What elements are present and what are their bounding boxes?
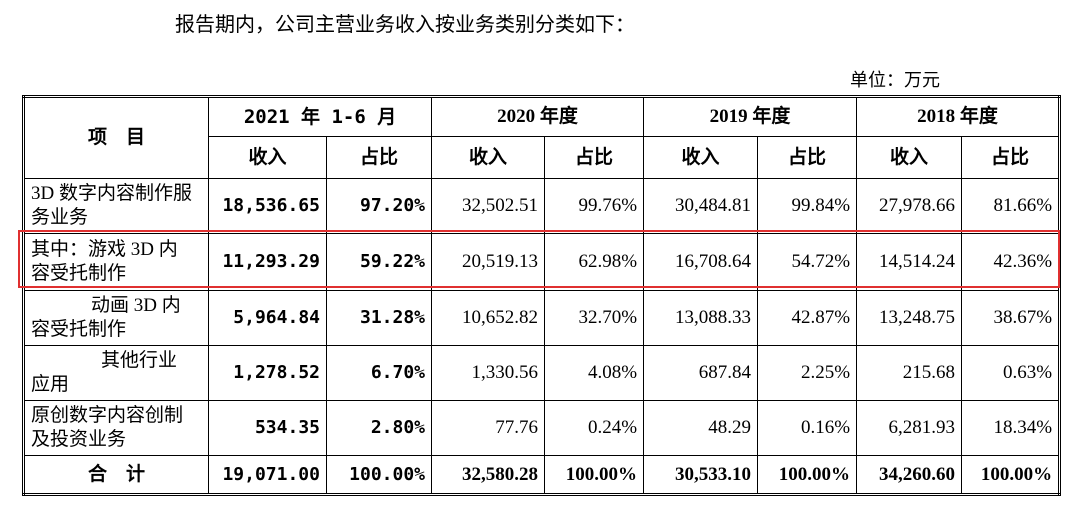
- data-row: 3D 数字内容制作服务业务 18,536.65 97.20% 32,502.51 99.…: [23, 178, 1061, 234]
- period-header: 2019 年度: [643, 96, 858, 137]
- revenue-table: 项 目 2021 年 1-6 月 2020 年度 2019 年度 2018 年度 收入 占比…: [22, 95, 1062, 496]
- cell-value: 100.00%: [961, 455, 1061, 495]
- sub-header: 收入: [643, 136, 759, 179]
- cell-value: 30,533.10: [643, 455, 759, 495]
- cell-value: 18,536.65: [208, 178, 327, 234]
- cell-value: 42.36%: [961, 233, 1061, 291]
- subheader-row: 收入 占比 收入 占比 收入 占比 收入 占比: [24, 136, 1061, 179]
- data-row: 其他行业应用 1,278.52 6.70% 1,330.56 4.08% 687.84 2.…: [23, 345, 1061, 401]
- cell-value: 10,652.82: [431, 290, 546, 346]
- cell-value: 32.70%: [544, 290, 645, 346]
- cell-value: 687.84: [643, 345, 759, 401]
- cell-value: 27,978.66: [856, 178, 963, 234]
- period-header: 2020 年度: [431, 96, 645, 137]
- sub-header: 占比: [325, 136, 433, 179]
- period-header: 2021 年 1-6 月: [207, 96, 433, 137]
- sub-header: 占比: [544, 136, 645, 179]
- period-header: 2018 年度: [856, 96, 1061, 137]
- cell-value: 20,519.13: [431, 233, 546, 291]
- sub-header: 收入: [431, 136, 546, 179]
- cell-value: 62.98%: [544, 233, 645, 291]
- cell-value: 38.67%: [961, 290, 1061, 346]
- cell-value: 97.20%: [325, 178, 433, 234]
- cell-value: 0.63%: [961, 345, 1061, 401]
- total-row: 合 计 19,071.00 100.00% 32,580.28 100.00% 30,53…: [23, 455, 1061, 495]
- cell-value: 99.76%: [544, 178, 645, 234]
- cell-value: 42.87%: [757, 290, 858, 346]
- cell-value: 2.80%: [325, 400, 433, 456]
- cell-value: 30,484.81: [643, 178, 759, 234]
- cell-value: 100.00%: [325, 455, 433, 495]
- data-row: 动画 3D 内容受托制作 5,964.84 31.28% 10,652.82 32.70…: [23, 290, 1061, 346]
- sub-header: 占比: [961, 136, 1061, 179]
- cell-value: 32,502.51: [431, 178, 546, 234]
- cell-value: 13,248.75: [856, 290, 963, 346]
- cell-value: 6.70%: [325, 345, 433, 401]
- cell-value: 534.35: [208, 400, 327, 456]
- data-row: 其中：游戏 3D 内容受托制作 11,293.29 59.22% 20,519.13 6…: [23, 233, 1061, 291]
- cell-value: 16,708.64: [643, 233, 759, 291]
- header-row: 项 目 2021 年 1-6 月 2020 年度 2019 年度 2018 年度: [23, 96, 1061, 179]
- cell-value: 215.68: [856, 345, 963, 401]
- cell-value: 48.29: [643, 400, 759, 456]
- cell-value: 6,281.93: [856, 400, 963, 456]
- item-label: 其中：游戏 3D 内容受托制作: [23, 233, 209, 291]
- cell-value: 54.72%: [757, 233, 858, 291]
- cell-value: 19,071.00: [208, 455, 327, 495]
- cell-value: 13,088.33: [643, 290, 759, 346]
- item-label: 其他行业应用: [23, 345, 209, 401]
- cell-value: 81.66%: [961, 178, 1061, 234]
- cell-value: 59.22%: [325, 233, 433, 291]
- item-label: 3D 数字内容制作服务业务: [23, 178, 209, 234]
- data-row: 原创数字内容创制及投资业务 534.35 2.80% 77.76 0.24% 48.29 0…: [23, 400, 1061, 456]
- item-label: 动画 3D 内容受托制作: [23, 290, 209, 346]
- item-label: 原创数字内容创制及投资业务: [23, 400, 209, 456]
- cell-value: 31.28%: [325, 290, 433, 346]
- sub-header: 占比: [757, 136, 858, 179]
- cell-value: 1,278.52: [208, 345, 327, 401]
- sub-header: 收入: [208, 136, 327, 179]
- item-label: 合 计: [23, 455, 209, 495]
- cell-value: 11,293.29: [208, 233, 327, 291]
- cell-value: 99.84%: [757, 178, 858, 234]
- cell-value: 34,260.60: [856, 455, 963, 495]
- cell-value: 2.25%: [757, 345, 858, 401]
- cell-value: 4.08%: [544, 345, 645, 401]
- intro-text: 报告期内，公司主营业务收入按业务类别分类如下：: [175, 14, 635, 36]
- cell-value: 100.00%: [544, 455, 645, 495]
- cell-value: 14,514.24: [856, 233, 963, 291]
- cell-value: 77.76: [431, 400, 546, 456]
- unit-label: 单位：万元: [850, 70, 940, 90]
- cell-value: 100.00%: [757, 455, 858, 495]
- cell-value: 32,580.28: [431, 455, 546, 495]
- cell-value: 1,330.56: [431, 345, 546, 401]
- cell-value: 5,964.84: [208, 290, 327, 346]
- cell-value: 0.24%: [544, 400, 645, 456]
- sub-header: 收入: [856, 136, 963, 179]
- cell-value: 0.16%: [757, 400, 858, 456]
- cell-value: 18.34%: [961, 400, 1061, 456]
- item-header: 项 目: [23, 96, 209, 179]
